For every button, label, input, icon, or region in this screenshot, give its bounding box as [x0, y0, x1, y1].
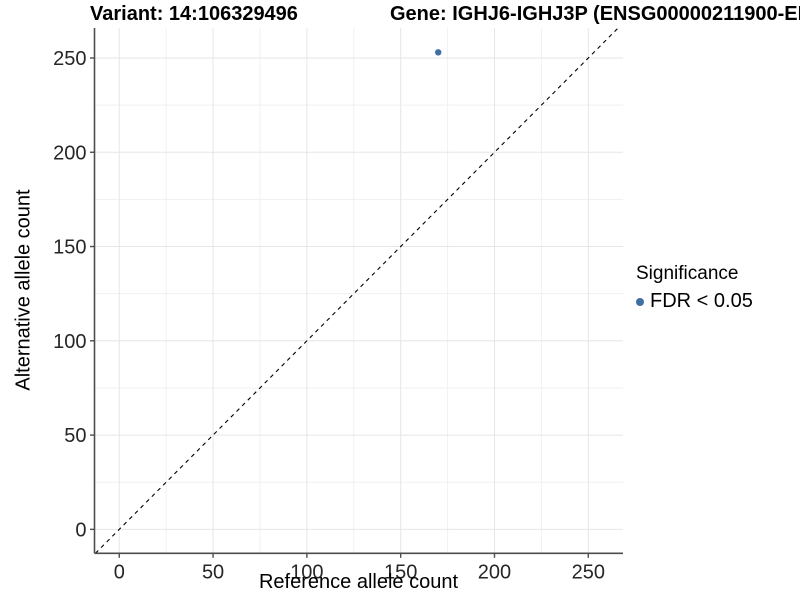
y-tick-label: 150	[53, 237, 86, 259]
x-tick-label: 200	[478, 561, 511, 583]
y-tick-label: 250	[53, 48, 86, 70]
gene-title: Gene: IGHJ6-IGHJ3P (ENSG00000211900-EN	[390, 3, 800, 25]
identity-line	[95, 27, 619, 554]
x-tick-label: 0	[114, 561, 125, 583]
y-tick-label: 50	[64, 425, 86, 447]
legend-item-label: FDR < 0.05	[650, 290, 753, 312]
x-tick-label: 50	[202, 561, 224, 583]
legend-title: Significance	[636, 263, 739, 284]
x-axis-title: Reference allele count	[258, 571, 458, 593]
legend-point-icon	[636, 297, 644, 306]
variant-title: Variant: 14:106329496	[90, 3, 298, 25]
x-tick-label: 100	[290, 561, 323, 583]
y-tick-label: 200	[53, 142, 86, 164]
data-point	[435, 49, 442, 56]
y-tick-label: 100	[53, 331, 86, 353]
y-tick-label: 0	[75, 519, 86, 541]
legend: Significance FDR < 0.05	[636, 263, 753, 313]
y-axis-title: Alternative allele count	[12, 189, 35, 391]
x-tick-label: 250	[572, 561, 605, 583]
x-tick-label: 150	[384, 561, 417, 583]
legend-item: FDR < 0.05	[636, 290, 753, 313]
